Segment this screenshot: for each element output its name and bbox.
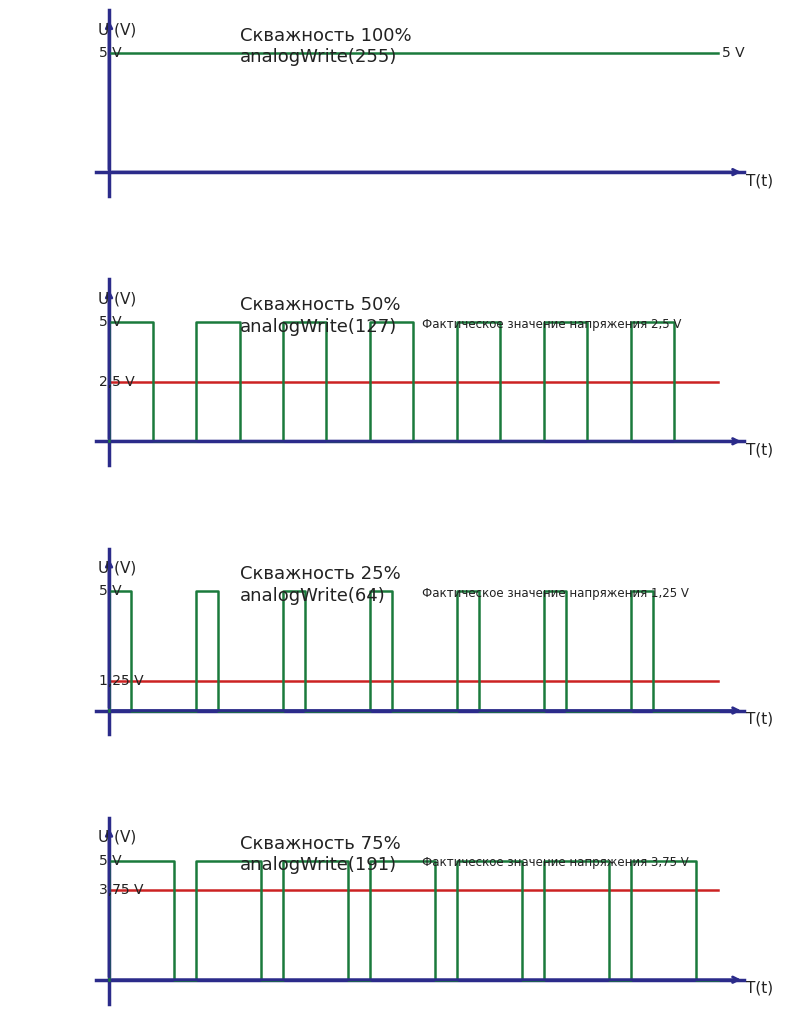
Text: Фактическое значение напряжения 2,5 V: Фактическое значение напряжения 2,5 V [422, 317, 682, 331]
Text: 1,25 V: 1,25 V [98, 674, 143, 688]
Text: Скважность 25%: Скважность 25% [239, 565, 400, 584]
Text: Фактическое значение напряжения 3,75 V: Фактическое значение напряжения 3,75 V [422, 856, 689, 869]
Text: U (V): U (V) [98, 829, 136, 845]
Text: analogWrite(127): analogWrite(127) [239, 317, 397, 336]
Text: 2,5 V: 2,5 V [98, 375, 134, 389]
Text: U (V): U (V) [98, 560, 136, 575]
Text: Фактическое значение напряжения 1,25 V: Фактическое значение напряжения 1,25 V [422, 587, 689, 600]
Text: T(t): T(t) [746, 712, 773, 727]
Text: 5 V: 5 V [98, 585, 122, 598]
Text: T(t): T(t) [746, 442, 773, 458]
Text: Скважность 75%: Скважность 75% [239, 835, 400, 853]
Text: T(t): T(t) [746, 173, 773, 188]
Text: T(t): T(t) [746, 981, 773, 996]
Text: U (V): U (V) [98, 292, 136, 306]
Text: 5 V: 5 V [98, 854, 122, 867]
Text: 5 V: 5 V [98, 315, 122, 330]
Text: 3,75 V: 3,75 V [98, 884, 143, 897]
Text: U (V): U (V) [98, 23, 136, 37]
Text: 5 V: 5 V [98, 46, 122, 60]
Text: Скважность 100%: Скважность 100% [239, 27, 411, 45]
Text: Скважность 50%: Скважность 50% [239, 296, 400, 314]
Text: analogWrite(64): analogWrite(64) [239, 587, 386, 605]
Text: 5 V: 5 V [722, 46, 745, 60]
Text: analogWrite(255): analogWrite(255) [239, 48, 397, 67]
Text: analogWrite(191): analogWrite(191) [239, 856, 397, 873]
